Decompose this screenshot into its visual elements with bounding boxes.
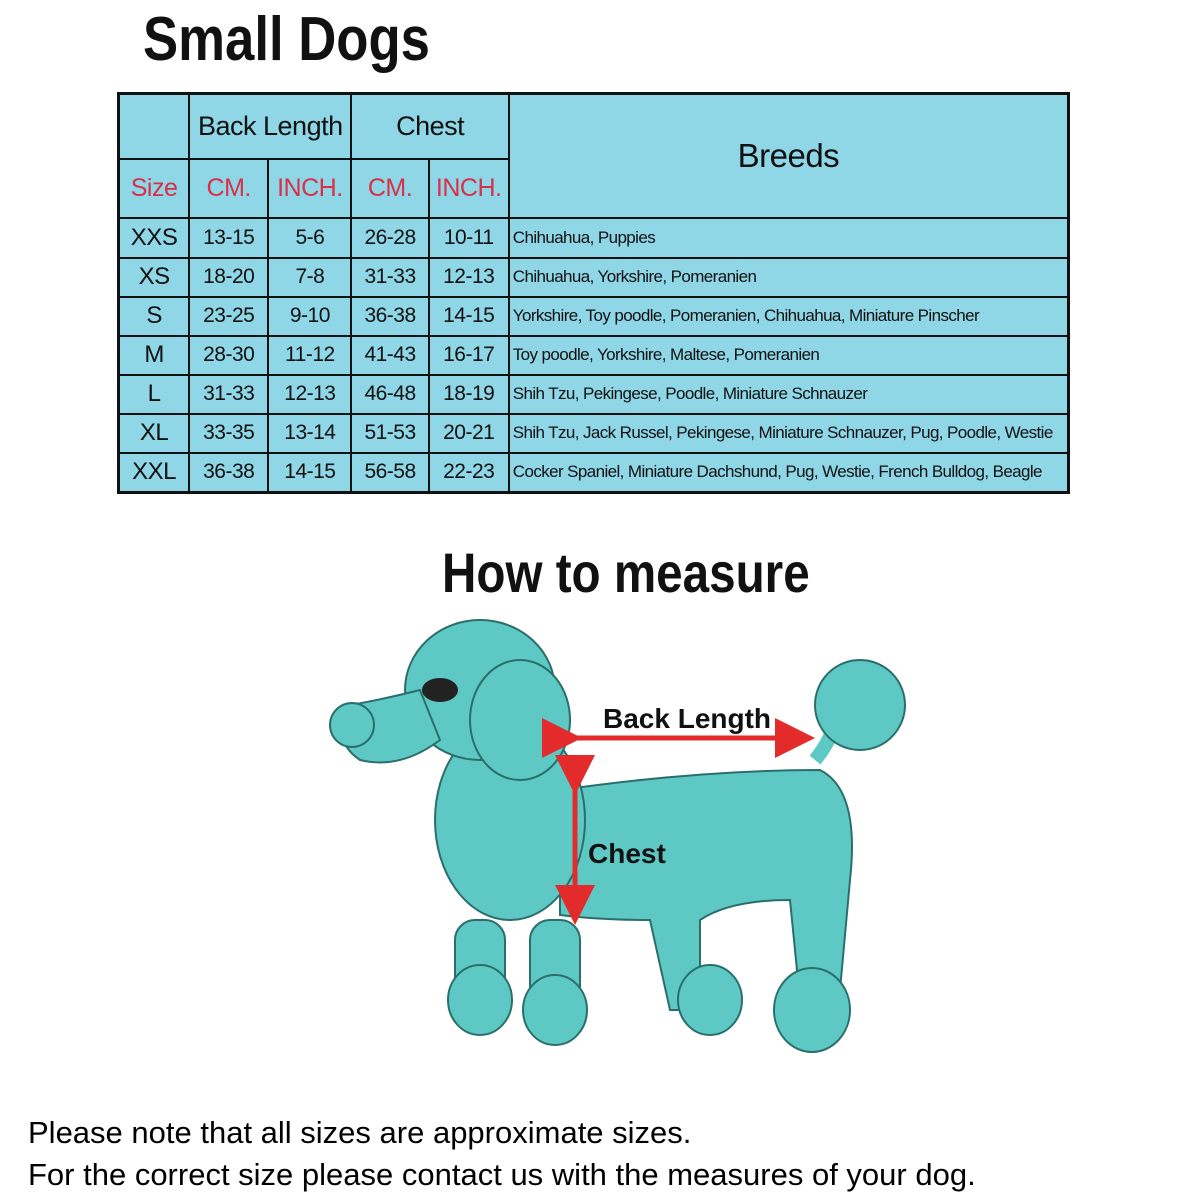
dog-body bbox=[559, 768, 853, 1011]
header-back-cm: CM. bbox=[188, 157, 270, 220]
cell-chest-inch: 14-15 bbox=[427, 295, 510, 337]
header-breeds: Breeds bbox=[507, 92, 1070, 220]
cell-back-cm: 36-38 bbox=[188, 451, 270, 494]
cell-chest-inch: 18-19 bbox=[427, 373, 510, 415]
back-length-label: Back Length bbox=[603, 703, 771, 734]
cell-chest-inch: 16-17 bbox=[427, 334, 510, 376]
cell-back-cm: 28-30 bbox=[188, 334, 270, 376]
cell-back-inch: 12-13 bbox=[267, 373, 353, 415]
note-contact: For the correct size please contact us w… bbox=[28, 1157, 976, 1192]
cell-chest-cm: 51-53 bbox=[350, 412, 430, 454]
cell-chest-cm: 46-48 bbox=[350, 373, 430, 415]
cell-breeds: Cocker Spaniel, Miniature Dachshund, Pug… bbox=[507, 451, 1070, 494]
cell-chest-cm: 41-43 bbox=[350, 334, 430, 376]
header-size: Size bbox=[117, 157, 191, 220]
dog-nose bbox=[329, 702, 375, 748]
cell-back-inch: 14-15 bbox=[267, 451, 353, 494]
cell-size: M bbox=[117, 334, 191, 376]
cell-back-inch: 11-12 bbox=[267, 334, 353, 376]
table-row: S 23-25 9-10 36-38 14-15 Yorkshire, Toy poodl… bbox=[117, 295, 1070, 337]
cell-size: XXL bbox=[117, 451, 191, 494]
cell-back-cm: 13-15 bbox=[188, 217, 270, 259]
cell-size: S bbox=[117, 295, 191, 337]
cell-chest-inch: 20-21 bbox=[427, 412, 510, 454]
table-row: XL 33-35 13-14 51-53 20-21 Shih Tzu, Jack Rus… bbox=[117, 412, 1070, 454]
cell-back-inch: 5-6 bbox=[267, 217, 353, 259]
page-title: Small Dogs bbox=[143, 5, 430, 74]
cell-breeds: Toy poodle, Yorkshire, Maltese, Pomerani… bbox=[507, 334, 1070, 376]
cell-breeds: Chihuahua, Puppies bbox=[507, 217, 1070, 259]
table-row: M 28-30 11-12 41-43 16-17 Toy poodle, Yorkshi… bbox=[117, 334, 1070, 376]
cell-chest-inch: 22-23 bbox=[427, 451, 510, 494]
dog-illustration: Back Length Chest bbox=[329, 619, 906, 1053]
cell-breeds: Yorkshire, Toy poodle, Pomeranien, Chihu… bbox=[507, 295, 1070, 337]
header-back-inch: INCH. bbox=[267, 157, 353, 220]
cell-breeds: Chihuahua, Yorkshire, Pomeranien bbox=[507, 256, 1070, 298]
cell-chest-inch: 10-11 bbox=[427, 217, 510, 259]
cell-chest-cm: 31-33 bbox=[350, 256, 430, 298]
cell-chest-cm: 36-38 bbox=[350, 295, 430, 337]
size-table: Back Length Chest Breeds Size CM. INCH. … bbox=[117, 92, 1070, 494]
how-to-measure-title: How to measure bbox=[442, 541, 810, 604]
dog-ear bbox=[469, 659, 571, 781]
cell-back-inch: 13-14 bbox=[267, 412, 353, 454]
header-chest-inch: INCH. bbox=[427, 157, 510, 220]
chest-label: Chest bbox=[588, 838, 666, 869]
cell-breeds: Shih Tzu, Jack Russel, Pekingese, Miniat… bbox=[507, 412, 1070, 454]
note-approximate: Please note that all sizes are approxima… bbox=[28, 1115, 692, 1150]
cell-back-cm: 23-25 bbox=[188, 295, 270, 337]
header-chest-cm: CM. bbox=[350, 157, 430, 220]
header-back-length: Back Length bbox=[188, 92, 353, 160]
cell-chest-inch: 12-13 bbox=[427, 256, 510, 298]
table-row: XXL 36-38 14-15 56-58 22-23 Cocker Spaniel, M… bbox=[117, 451, 1070, 494]
table-row: L 31-33 12-13 46-48 18-19 Shih Tzu, Pekingese… bbox=[117, 373, 1070, 415]
cell-chest-cm: 56-58 bbox=[350, 451, 430, 494]
cell-back-inch: 9-10 bbox=[267, 295, 353, 337]
cell-size: XL bbox=[117, 412, 191, 454]
cell-size: L bbox=[117, 373, 191, 415]
header-chest: Chest bbox=[350, 92, 510, 160]
table-row: XS 18-20 7-8 31-33 12-13 Chihuahua, Yorkshire… bbox=[117, 256, 1070, 298]
cell-back-cm: 18-20 bbox=[188, 256, 270, 298]
cell-breeds: Shih Tzu, Pekingese, Poodle, Miniature S… bbox=[507, 373, 1070, 415]
cell-back-cm: 31-33 bbox=[188, 373, 270, 415]
table-row: XXS 13-15 5-6 26-28 10-11 Chihuahua, Puppies bbox=[117, 217, 1070, 259]
cell-chest-cm: 26-28 bbox=[350, 217, 430, 259]
cell-back-inch: 7-8 bbox=[267, 256, 353, 298]
cell-back-cm: 33-35 bbox=[188, 412, 270, 454]
cell-size: XXS bbox=[117, 217, 191, 259]
cell-size: XS bbox=[117, 256, 191, 298]
dog-tail-pom bbox=[814, 659, 906, 751]
